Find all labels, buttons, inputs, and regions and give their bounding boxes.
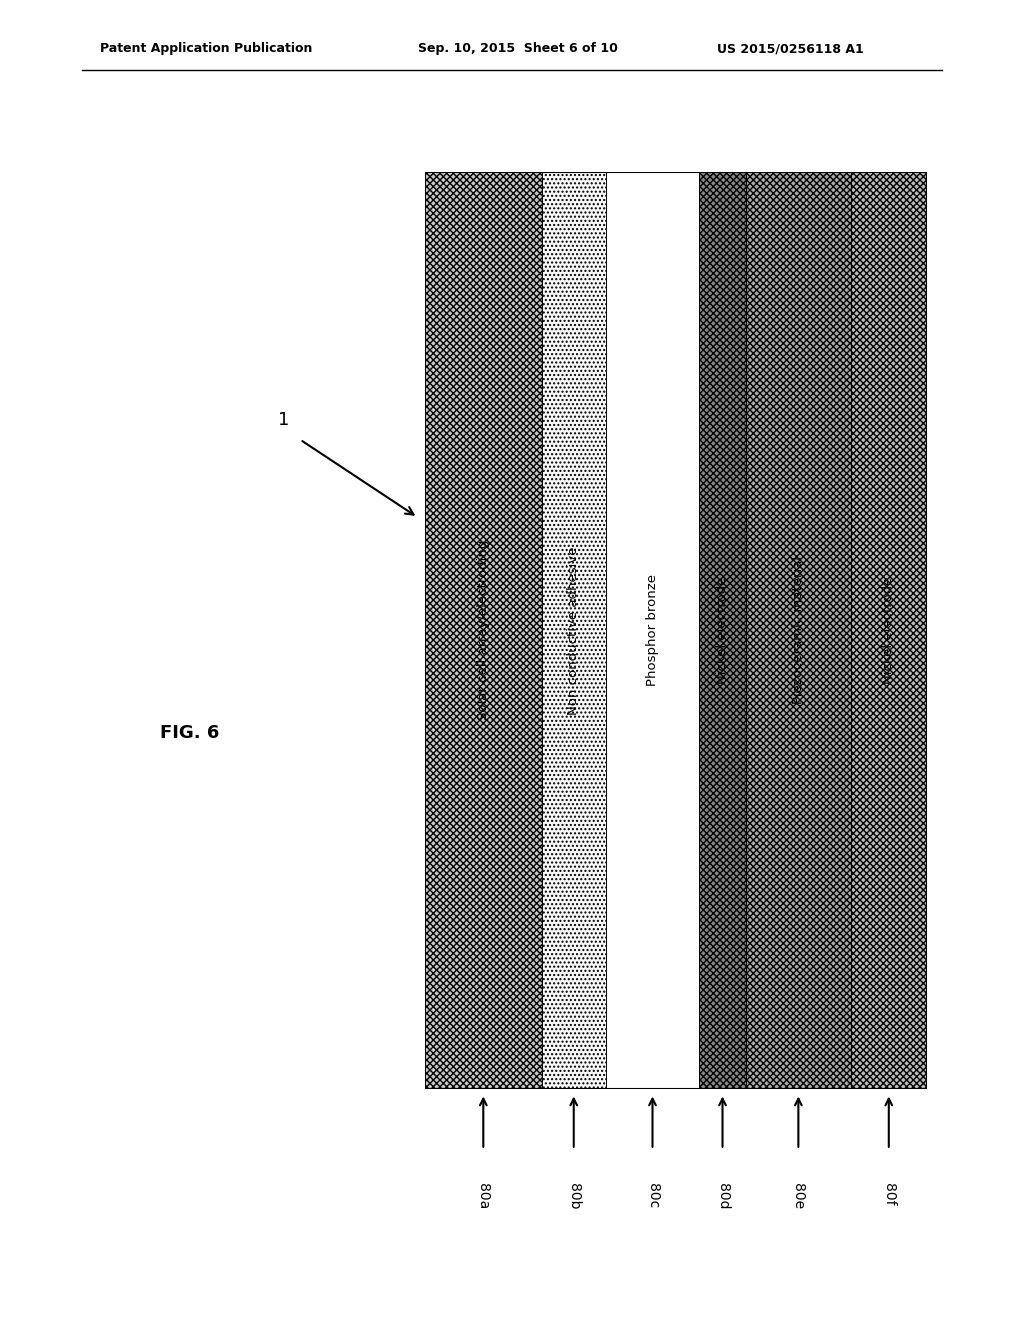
Text: Phosphor bronze: Phosphor bronze <box>646 574 659 686</box>
Text: Solar cell array/electroding: Solar cell array/electroding <box>477 540 489 721</box>
Bar <box>699 172 745 1089</box>
Bar <box>851 172 927 1089</box>
Text: 80e: 80e <box>792 1183 805 1209</box>
Text: 80c: 80c <box>645 1183 659 1208</box>
Bar <box>745 172 851 1089</box>
Text: Piezoceramic material: Piezoceramic material <box>792 556 805 705</box>
Text: Nickel electrode: Nickel electrode <box>883 577 895 684</box>
Text: FIG. 6: FIG. 6 <box>160 723 219 742</box>
Text: Non conductive adhesive: Non conductive adhesive <box>567 546 581 714</box>
Text: Nickel electrode: Nickel electrode <box>716 577 729 684</box>
Text: 80d: 80d <box>716 1183 729 1209</box>
Text: 1: 1 <box>279 411 290 429</box>
Text: 80b: 80b <box>566 1183 581 1209</box>
Text: Patent Application Publication: Patent Application Publication <box>100 42 312 55</box>
Bar <box>542 172 606 1089</box>
Bar <box>606 172 699 1089</box>
Text: 80f: 80f <box>882 1183 896 1205</box>
Text: 80a: 80a <box>476 1183 490 1209</box>
Text: US 2015/0256118 A1: US 2015/0256118 A1 <box>717 42 863 55</box>
Bar <box>425 172 542 1089</box>
Text: Sep. 10, 2015  Sheet 6 of 10: Sep. 10, 2015 Sheet 6 of 10 <box>418 42 617 55</box>
